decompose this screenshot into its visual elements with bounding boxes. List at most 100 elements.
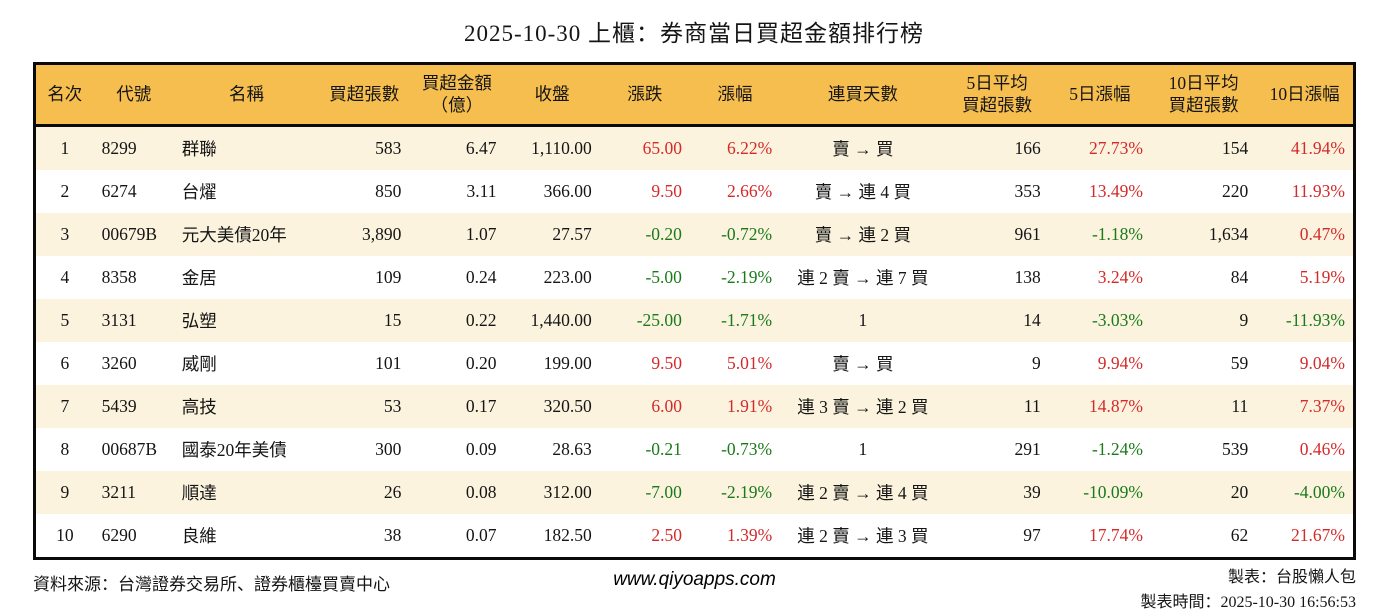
avg5-volume-cell: 166 <box>1014 138 1041 158</box>
net-buy-amount-cell: 0.08 <box>465 482 497 502</box>
close-cell: 366.00 <box>543 181 592 201</box>
rank-cell: 1 <box>60 138 70 158</box>
col-header-pct10: 10日漲幅 <box>1256 63 1355 127</box>
net-buy-volume-cell: 38 <box>383 525 402 545</box>
buy-streak-cell: 連 2 賣 → 連 7 買 <box>797 268 929 288</box>
buy-streak-cell: 連 2 賣 → 連 4 買 <box>797 483 929 503</box>
change-cell: 6.00 <box>651 396 682 416</box>
col-header-avg5-volume: 5日平均 買超張數 <box>945 63 1049 127</box>
avg10-volume-cell: 1,634 <box>1208 224 1249 244</box>
net-buy-amount-cell: 0.17 <box>465 396 497 416</box>
net-buy-volume-cell: 53 <box>383 396 402 416</box>
avg10-volume-cell: 84 <box>1230 267 1249 287</box>
change-pct-cell: 6.22% <box>726 138 773 158</box>
close-cell: 312.00 <box>543 482 592 502</box>
name-cell: 弘塑 <box>181 311 217 331</box>
net-buy-volume-cell: 850 <box>375 181 402 201</box>
buy-streak-cell: 賣 → 買 <box>832 354 894 374</box>
buy-streak-cell: 連 2 賣 → 連 3 買 <box>797 526 929 546</box>
code-cell: 6290 <box>101 525 137 545</box>
pct10-cell: 41.94% <box>1291 138 1345 158</box>
pct5-cell: 13.49% <box>1089 181 1143 201</box>
footer: 資料來源：台灣證券交易所、證券櫃檯買賣中心 www.qiyoapps.com 製… <box>33 566 1356 611</box>
table-row: 7 5439 高技 53 0.17 320.50 6.00 1.91% 連 3 賣 → 連 2 … <box>34 385 1355 428</box>
close-cell: 28.63 <box>552 439 592 459</box>
avg5-volume-cell: 138 <box>1014 267 1041 287</box>
change-cell: 9.50 <box>651 353 682 373</box>
net-buy-amount-cell: 1.07 <box>465 224 497 244</box>
table-header-row: 名次 代號 名稱 買超張數 買超金額 （億） 收盤 漲跌 漲幅 連買天數 5日平均 買超張數 5日漲… <box>34 63 1355 127</box>
pct10-cell: 9.04% <box>1299 353 1345 373</box>
ranking-table-wrapper: 名次 代號 名稱 買超張數 買超金額 （億） 收盤 漲跌 漲幅 連買天數 5日平均 買超張數 5日漲… <box>33 62 1356 560</box>
change-cell: 9.50 <box>651 181 682 201</box>
col-header-close: 收盤 <box>504 63 600 127</box>
close-cell: 320.50 <box>543 396 592 416</box>
table-row: 1 8299 群聯 583 6.47 1,110.00 65.00 6.22% 賣 → 買 166… <box>34 125 1355 170</box>
pct5-cell: 17.74% <box>1089 525 1143 545</box>
net-buy-volume-cell: 300 <box>375 439 402 459</box>
rank-cell: 5 <box>60 310 70 330</box>
buy-streak-cell: 賣 → 連 2 買 <box>814 225 911 245</box>
net-buy-volume-cell: 583 <box>375 138 402 158</box>
change-pct-cell: -2.19% <box>721 267 773 287</box>
avg5-volume-cell: 291 <box>1014 439 1041 459</box>
change-pct-cell: 1.91% <box>726 396 773 416</box>
footer-credits: 製表：台股懶人包 製表時間：2025-10-30 16:56:53 <box>1140 566 1356 616</box>
name-cell: 高技 <box>181 397 217 417</box>
data-source-label: 資料來源：台灣證券交易所、證券櫃檯買賣中心 <box>33 575 390 594</box>
close-cell: 1,440.00 <box>530 310 592 330</box>
change-cell: -7.00 <box>645 482 682 502</box>
avg10-volume-cell: 539 <box>1221 439 1249 459</box>
code-cell: 00679B <box>101 224 158 244</box>
table-row: 10 6290 良維 38 0.07 182.50 2.50 1.39% 連 2 賣 → 連 3… <box>35 514 1355 559</box>
pct5-cell: -1.24% <box>1091 439 1143 459</box>
net-buy-amount-cell: 0.09 <box>465 439 497 459</box>
website-label: www.qiyoapps.com <box>613 569 776 590</box>
table-row: 9 3211 順達 26 0.08 312.00 -7.00 -2.19% 連 2 賣 → 連 … <box>34 471 1355 514</box>
net-buy-amount-cell: 3.11 <box>466 181 497 201</box>
pct10-cell: -4.00% <box>1293 482 1345 502</box>
code-cell: 5439 <box>101 396 137 416</box>
change-cell: -5.00 <box>645 267 682 287</box>
code-cell: 3131 <box>101 310 137 330</box>
table-row: 6 3260 威剛 101 0.20 199.00 9.50 5.01% 賣 → 買 9 9.94%… <box>35 342 1355 385</box>
col-header-avg10-volume: 10日平均 買超張數 <box>1150 63 1257 127</box>
pct5-cell: 3.24% <box>1097 267 1143 287</box>
col-header-change-pct: 漲幅 <box>689 63 781 127</box>
col-header-code: 代號 <box>93 63 174 127</box>
rank-cell: 4 <box>60 267 70 287</box>
pct10-cell: 21.67% <box>1291 525 1345 545</box>
rank-cell: 2 <box>60 181 70 201</box>
net-buy-volume-cell: 26 <box>383 482 402 502</box>
pct10-cell: 5.19% <box>1299 267 1345 287</box>
avg5-volume-cell: 14 <box>1023 310 1041 330</box>
ranking-table: 名次 代號 名稱 買超張數 買超金額 （億） 收盤 漲跌 漲幅 連買天數 5日平均 買超張數 5日漲… <box>33 62 1356 560</box>
close-cell: 27.57 <box>552 224 592 244</box>
buy-streak-cell: 賣 → 買 <box>832 139 894 159</box>
net-buy-amount-cell: 0.20 <box>465 353 497 373</box>
net-buy-volume-cell: 109 <box>375 267 402 287</box>
name-cell: 順達 <box>181 483 217 503</box>
rank-cell: 8 <box>60 439 70 459</box>
avg10-volume-cell: 9 <box>1239 310 1249 330</box>
net-buy-volume-cell: 15 <box>383 310 402 330</box>
table-row: 8 00687B 國泰20年美債 300 0.09 28.63 -0.21 -0.73% 1 29… <box>35 428 1355 471</box>
pct5-cell: 14.87% <box>1089 396 1143 416</box>
buy-streak-cell: 賣 → 連 4 買 <box>814 182 911 202</box>
rank-cell: 7 <box>60 396 70 416</box>
col-header-rank: 名次 <box>34 63 94 127</box>
change-pct-cell: -0.73% <box>721 439 773 459</box>
close-cell: 182.50 <box>543 525 592 545</box>
change-pct-cell: 2.66% <box>726 181 773 201</box>
table-row: 3 00679B 元大美債20年 3,890 1.07 27.57 -0.20 -0.72% 賣… <box>34 213 1355 256</box>
pct5-cell: -3.03% <box>1091 310 1143 330</box>
col-header-change: 漲跌 <box>599 63 690 127</box>
name-cell: 金居 <box>181 268 217 288</box>
rank-cell: 3 <box>60 224 70 244</box>
change-cell: 2.50 <box>651 525 682 545</box>
change-pct-cell: 1.39% <box>726 525 773 545</box>
code-cell: 3260 <box>101 353 137 373</box>
col-header-buy-streak: 連買天數 <box>780 63 946 127</box>
close-cell: 223.00 <box>543 267 592 287</box>
change-pct-cell: -2.19% <box>721 482 773 502</box>
